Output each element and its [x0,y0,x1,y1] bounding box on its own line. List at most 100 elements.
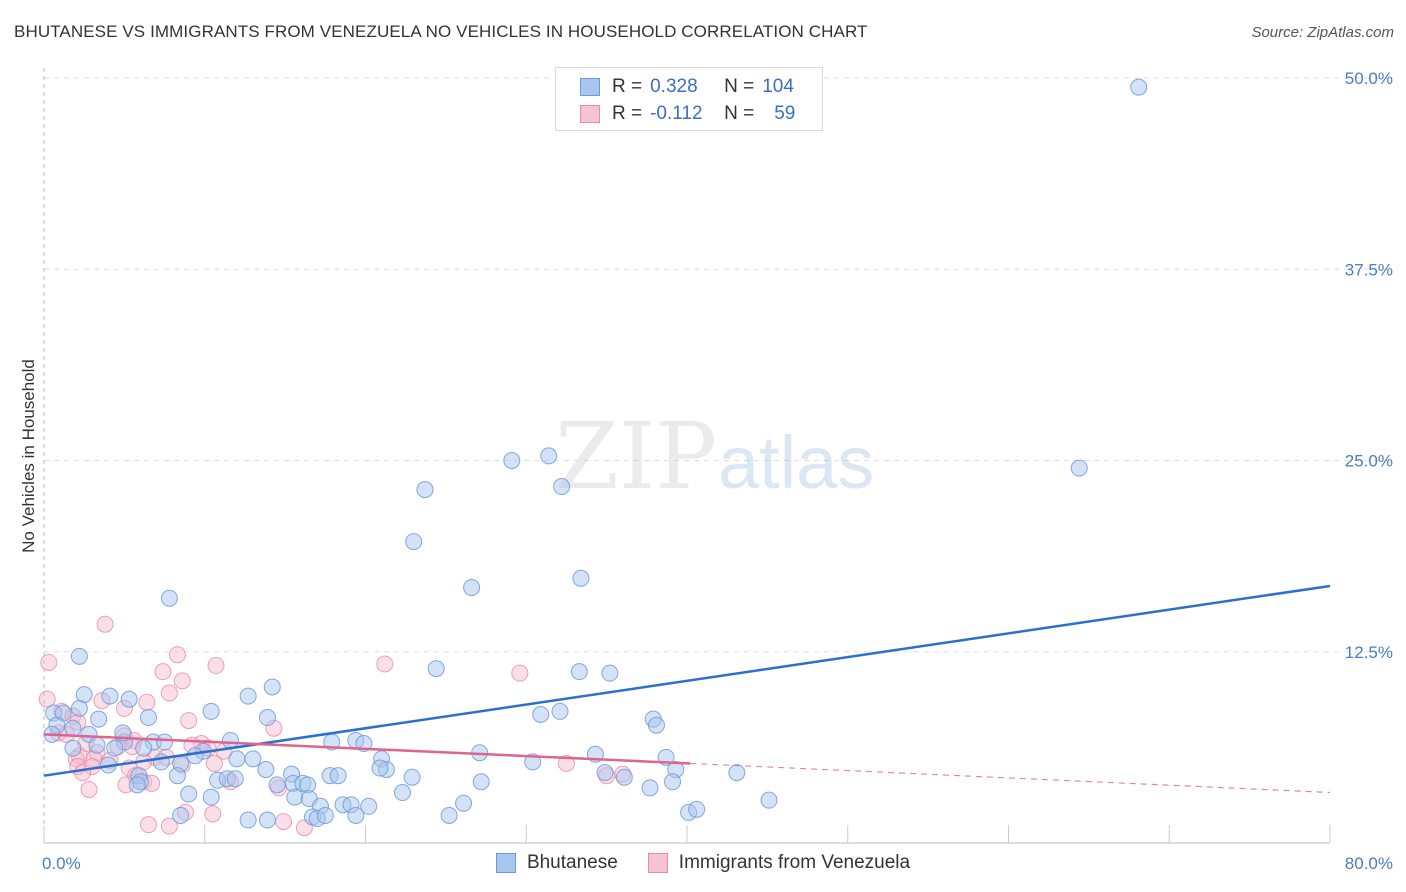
bhutanese-point [106,739,124,757]
venezuela-point [139,816,157,834]
bhutanese-point [463,578,481,596]
watermark: ZIP atlas [555,403,874,510]
y-tick-labels: 12.5% 25.0% 37.5% 50.0% [1345,69,1393,662]
venezuela-point [205,754,223,772]
x-tick-labels: 0.0% 80.0% [42,854,1393,873]
bhutanese-point [405,533,423,551]
legend-item-bhutanese[interactable]: Bhutanese [495,852,618,874]
y-tick-label: 25.0% [1345,452,1393,471]
venezuela-point [173,672,191,690]
venezuela-trendline [43,733,691,765]
bhutanese-point [258,811,276,829]
x-tick-label: 80.0% [1345,854,1393,873]
venezuela-point [275,813,293,831]
bhutanese-point [268,776,286,794]
bhutanese-point [615,768,633,786]
legend-row-bhutanese: R = 0.328 N = 104 [580,76,794,98]
legend-r-label: R = [612,103,643,124]
bhutanese-point [228,750,246,768]
venezuela-point [74,764,92,782]
legend-r-label: R = [612,76,643,97]
correlation-legend: R = 0.328 N = 104 R = -0.112 N = 59 [555,67,823,131]
bhutanese-point [88,736,106,754]
bhutanese-point [1070,459,1088,477]
chart-title: BHUTANESE VS IMMIGRANTS FROM VENEZUELA N… [14,22,868,41]
venezuela-point [38,690,56,708]
bhutanese-point [120,690,138,708]
bhutanese-point [570,663,588,681]
bhutanese-point [257,761,275,779]
bhutanese-point [472,773,490,791]
venezuela-trendline-extension [690,762,1331,794]
bhutanese-point [416,481,434,499]
bhutanese-point [128,776,146,794]
bhutanese-point [286,788,304,806]
watermark-atlas: atlas [718,421,874,504]
bhutanese-point [360,797,378,815]
venezuela-point [511,664,529,682]
bhutanese-point [572,569,590,587]
bhutanese-point [90,710,108,728]
bhutanese-point [239,687,257,705]
bhutanese-point [601,664,619,682]
bhutanese-point [226,770,244,788]
legend-r-value: 0.328 [650,76,698,97]
legend-swatch-blue [495,853,516,873]
legend-n-label: N = [724,103,755,124]
legend-label-bhutanese: Bhutanese [526,852,618,873]
legend-n-value: 59 [774,103,796,124]
bhutanese-point [139,709,157,727]
venezuela-point [154,663,172,681]
bhutanese-point [371,759,389,777]
venezuela-point [168,646,186,664]
bhutanese-point [263,678,281,696]
bhutanese-point [553,478,571,496]
legend-swatch-pink [580,105,600,123]
legend-swatch-blue [580,78,600,96]
series-bhutanese-points [43,78,1148,829]
trend-lines [43,584,1331,794]
venezuela-point [160,684,178,702]
watermark-zip: ZIP [555,403,717,510]
y-tick-label: 50.0% [1345,69,1393,88]
bhutanese-point [664,773,682,791]
grid-lines [44,77,1390,653]
bhutanese-point [70,699,88,717]
bhutanese-point [172,806,190,824]
legend-n-value: 104 [762,76,794,97]
y-axis-label: No Vehicles in Household [19,359,38,553]
venezuela-point [160,817,178,835]
venezuela-point [207,657,225,675]
bhutanese-point [440,806,458,824]
bhutanese-point [551,702,569,720]
y-tick-label: 12.5% [1345,643,1393,662]
bhutanese-point [596,764,614,782]
bhutanese-point [524,753,542,771]
bhutanese-point [347,806,365,824]
bhutanese-point [64,719,82,737]
bhutanese-point [258,709,276,727]
venezuela-point [80,780,98,798]
bhutanese-point [540,447,558,465]
bhutanese-point [70,647,88,665]
legend-swatch-pink [647,853,668,873]
bhutanese-point [202,788,220,806]
bhutanese-point [641,779,659,797]
bhutanese-point [455,794,473,812]
legend-item-venezuela[interactable]: Immigrants from Venezuela [647,852,911,874]
bhutanese-point [316,806,334,824]
venezuela-point [138,693,156,711]
bhutanese-trendline [43,584,1331,777]
bhutanese-point [728,764,746,782]
legend-r-value: -0.112 [650,103,703,124]
bhutanese-point [156,733,174,751]
bhutanese-point [503,452,521,469]
bhutanese-point [329,767,347,785]
bhutanese-point [1130,78,1148,96]
y-tick-label: 37.5% [1345,260,1393,279]
legend-label-venezuela: Immigrants from Venezuela [678,852,911,873]
bhutanese-point [180,785,198,803]
bhutanese-point [168,767,186,785]
legend-row-venezuela: R = -0.112 N = 59 [580,103,795,125]
